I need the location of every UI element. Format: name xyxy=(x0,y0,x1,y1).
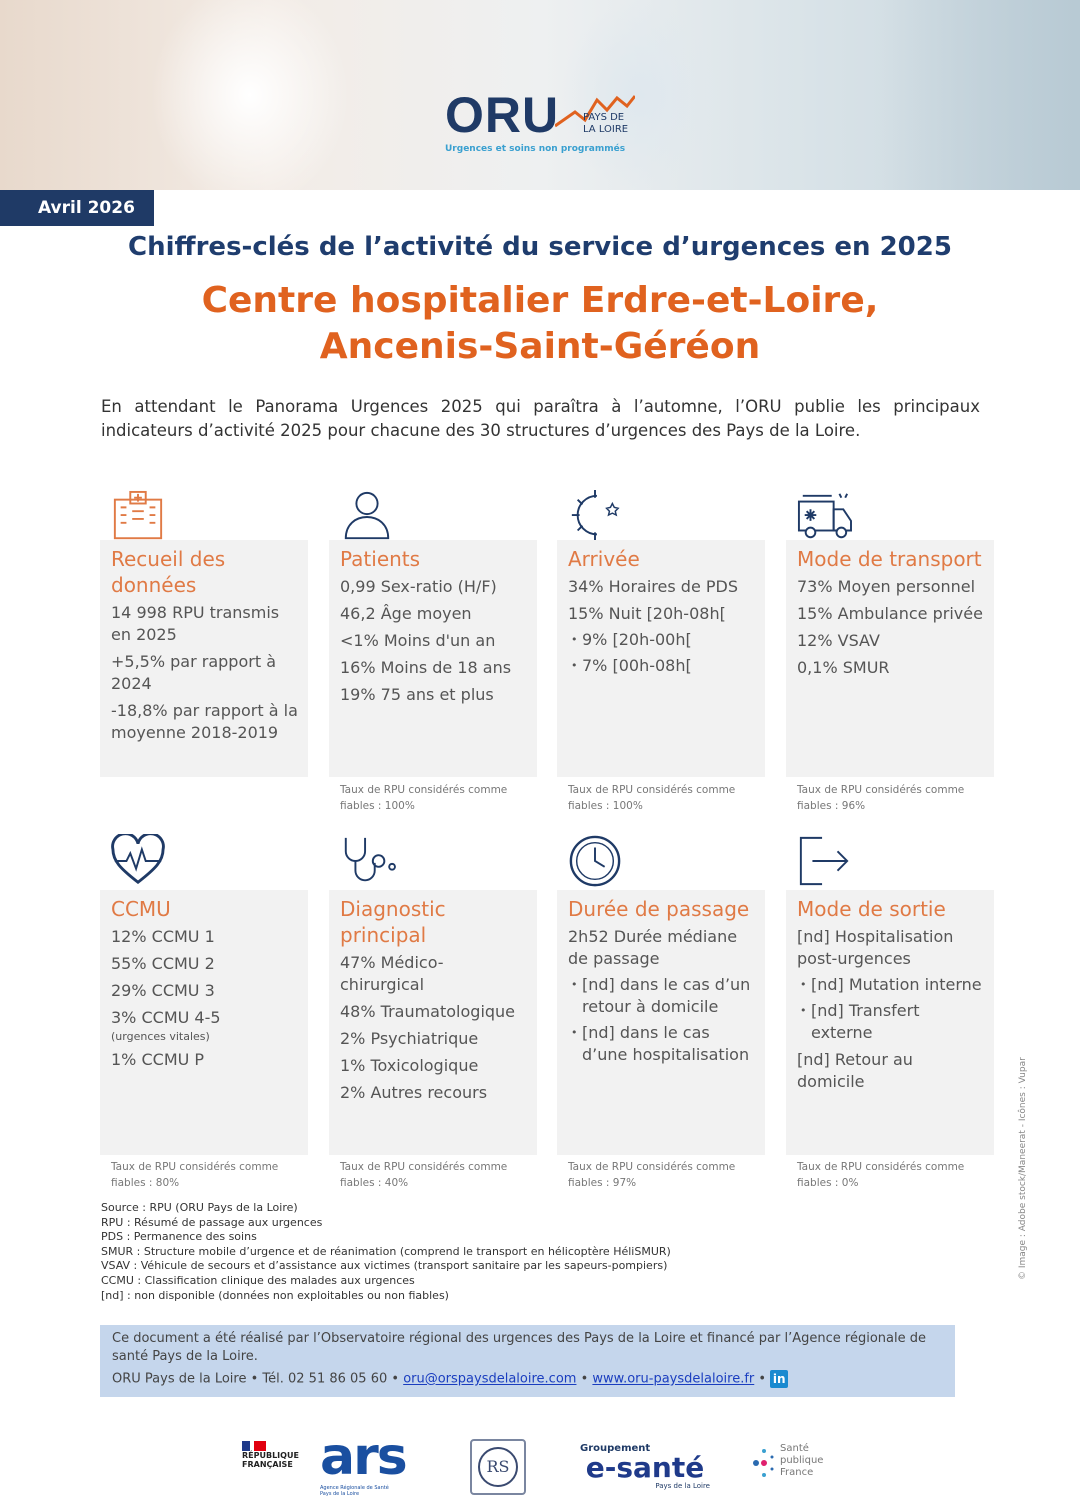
card-box: CCMU 12% CCMU 1 55% CCMU 2 29% CCMU 3 3% CCM… xyxy=(100,890,308,1155)
heart-pulse-icon xyxy=(111,834,165,885)
republique-francaise-logo: RÉPUBLIQUE FRANÇAISE xyxy=(242,1441,302,1469)
ars-logo: ars Agence Régionale de Santé Pays de la… xyxy=(320,1427,408,1497)
hospital-name: Centre hospitalier Erdre-et-Loire, Anceni… xyxy=(201,280,879,367)
card-item: -18,8% par rapport à la moyenne 2018-201… xyxy=(111,701,298,742)
ambulance-icon xyxy=(797,493,852,539)
card-item: 14 998 RPU transmis en 2025 xyxy=(111,603,280,644)
card-item: 16% Moins de 18 ans xyxy=(340,658,512,677)
card-item: [nd] dans le cas d’une hospitalisation xyxy=(568,1022,755,1066)
card-item: (urgences vitales) xyxy=(111,1030,210,1043)
card-item: 47% Médico-chirurgical xyxy=(340,953,444,994)
card-item: 2% Psychiatrique xyxy=(340,1029,479,1048)
stethoscope-icon xyxy=(344,837,396,882)
card-title: Recueil des données xyxy=(111,547,226,597)
card-item: 2% Autres recours xyxy=(340,1083,488,1102)
clock-icon xyxy=(569,835,621,887)
card-title: Durée de passage xyxy=(568,897,750,921)
page-title: Chiffres-clés de l’activité du service d… xyxy=(128,232,952,262)
card-item: 12% VSAV xyxy=(797,631,880,650)
sante-publique-france-logo: Santé publique France xyxy=(752,1443,832,1483)
hospital-icon xyxy=(113,490,163,540)
reliability-note: Taux de RPU considérés comme fiables : 9… xyxy=(568,1161,736,1189)
reliability-note: Taux de RPU considérés comme fiables : 0… xyxy=(797,1161,965,1189)
card-box: Mode de transport 73% Moyen personnel 15% … xyxy=(786,540,994,777)
card-item: 1% CCMU P xyxy=(111,1050,205,1069)
reliability-note: Taux de RPU considérés comme fiables : 9… xyxy=(797,784,965,812)
website-link[interactable]: www.oru-paysdelaloire.fr xyxy=(592,1371,755,1387)
card-item: 34% Horaires de PDS xyxy=(568,577,738,596)
card-item: 2h52 Durée médiane de passage xyxy=(568,927,738,968)
card-box: Mode de sortie [nd] Hospitalisation post-… xyxy=(786,890,994,1155)
footnote: Source : RPU (ORU Pays de la Loire) xyxy=(101,1201,298,1214)
dots-icon xyxy=(753,1449,774,1477)
card-item: 19% 75 ans et plus xyxy=(340,685,494,704)
footnote: RPU : Résumé de passage aux urgences xyxy=(101,1215,323,1229)
wave-icon xyxy=(555,95,635,128)
footnote: CCMU : Classification clinique des malad… xyxy=(101,1273,415,1287)
card-box: Patients 0,99 Sex-ratio (H/F) 46,2 Âge moy… xyxy=(329,540,537,777)
reliability-note: Taux de RPU considérés comme fiables : 8… xyxy=(111,1161,279,1189)
card-item: 15% Ambulance privée xyxy=(797,604,983,623)
linkedin-icon[interactable]: in xyxy=(770,1370,789,1388)
partner-logos: RÉPUBLIQUE FRANÇAISE ars Agence Régional… xyxy=(0,1429,1080,1505)
card-title: Diagnostic principal xyxy=(340,897,446,947)
intro-text: En attendant le Panorama Urgences 2025 q… xyxy=(101,397,980,440)
card-item: 55% CCMU 2 xyxy=(111,954,215,973)
card-item: 12% CCMU 1 xyxy=(111,927,215,946)
card-item: +5,5% par rapport à 2024 xyxy=(111,652,276,693)
card-title: Arrivée xyxy=(568,547,640,571)
esante-logo: Groupement e-santé Pays de la Loire xyxy=(580,1443,710,1490)
card-title: Mode de sortie xyxy=(797,897,946,921)
footnote: VSAV : Véhicule de secours et d’assistan… xyxy=(101,1259,668,1273)
card-item: 3% CCMU 4-5 xyxy=(111,1008,221,1027)
footnote: [nd] : non disponible (données non explo… xyxy=(101,1288,449,1302)
card-item: 9% [20h-00h[ xyxy=(568,629,755,651)
header-photo xyxy=(0,0,1080,190)
card-title: CCMU xyxy=(111,897,171,921)
card-item: 29% CCMU 3 xyxy=(111,981,215,1000)
footnote: PDS : Permanence des soins xyxy=(101,1230,257,1244)
card-item: [nd] Mutation interne xyxy=(797,974,984,996)
footer-band: Ce document a été réalisé par l’Observat… xyxy=(100,1325,955,1397)
card-item: 15% Nuit [20h-08h[ xyxy=(568,604,726,623)
card-item: 0,99 Sex-ratio (H/F) xyxy=(340,577,497,596)
sun-moon-icon xyxy=(571,490,620,543)
card-box: Diagnostic principal 47% Médico-chirurgic… xyxy=(329,890,537,1155)
reliability-note: Taux de RPU considérés comme fiables : 1… xyxy=(568,784,736,812)
person-icon xyxy=(344,491,390,540)
card-item: 46,2 Âge moyen xyxy=(340,604,472,623)
footnotes: Source : RPU (ORU Pays de la Loire) RPU :… xyxy=(101,1201,671,1303)
date-badge: Avril 2026 xyxy=(0,190,154,226)
footnote: SMUR : Structure mobile d’urgence et de … xyxy=(101,1244,671,1258)
card-box: Arrivée 34% Horaires de PDS 15% Nuit [20h-… xyxy=(557,540,765,777)
card-item: 1% Toxicologique xyxy=(340,1056,479,1075)
card-item: [nd] dans le cas d’un retour à domicile xyxy=(568,974,755,1018)
card-item: [nd] Retour au domicile xyxy=(797,1050,913,1091)
card-item: [nd] Hospitalisation post-urgences xyxy=(797,927,954,968)
image-credit: © Image : Adobe stock/Maneerat - Icônes … xyxy=(1018,1057,1028,1280)
reliability-note: Taux de RPU considérés comme fiables : 1… xyxy=(340,784,508,812)
oru-logo: ORU PAYS DE LA LOIRE Urgences et soins n… xyxy=(445,88,645,158)
card-item: 73% Moyen personnel xyxy=(797,577,976,596)
card-item: 7% [00h-08h[ xyxy=(568,655,755,677)
email-link[interactable]: oru@orspaysdelaloire.com xyxy=(403,1371,577,1387)
ors-logo: RS xyxy=(470,1439,526,1495)
card-item: 48% Traumatologique xyxy=(340,1002,516,1021)
card-title: Mode de transport xyxy=(797,547,982,571)
card-box: Durée de passage 2h52 Durée médiane de pa… xyxy=(557,890,765,1155)
card-item: 0,1% SMUR xyxy=(797,658,890,677)
card-title: Patients xyxy=(340,547,421,571)
exit-icon xyxy=(799,836,849,886)
card-item: [nd] Transfert externe xyxy=(797,1000,984,1044)
reliability-note: Taux de RPU considérés comme fiables : 4… xyxy=(340,1161,508,1189)
card-box: Recueil des données 14 998 RPU transmis e… xyxy=(100,540,308,777)
card-item: <1% Moins d'un an xyxy=(340,631,496,650)
